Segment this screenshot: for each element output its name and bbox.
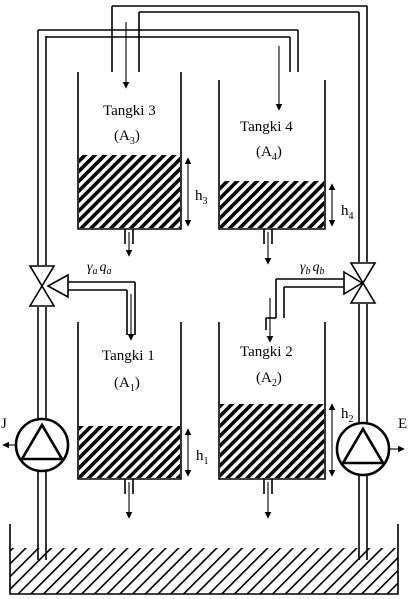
left-supply-pipe xyxy=(37,29,299,560)
valve-a xyxy=(28,265,136,341)
right-supply-pipe xyxy=(111,5,368,560)
pump-left-label: J xyxy=(1,416,7,432)
tank-1-level: h1 xyxy=(196,448,209,467)
reservoir xyxy=(9,524,399,595)
tank-3: Tangki 3 (A3) h3 xyxy=(77,72,208,257)
pump-right: E xyxy=(335,416,407,477)
tank-3-level: h3 xyxy=(195,188,208,207)
pump-right-label: E xyxy=(398,416,407,432)
pump-left: J xyxy=(1,416,70,473)
tank-3-area: (A3) xyxy=(114,128,140,147)
valve-b-label: γb qb xyxy=(300,260,325,277)
tank-1-area: (A1) xyxy=(114,375,140,394)
tank-2: Tangki 2 (A2) h2 xyxy=(218,322,354,519)
tank-4-name: Tangki 4 xyxy=(240,119,293,135)
tank-3-name: Tangki 3 xyxy=(103,103,156,119)
tank-4-level: h4 xyxy=(341,203,354,222)
tank-2-level: h2 xyxy=(341,406,354,425)
tank-2-name: Tangki 2 xyxy=(240,344,293,360)
tank-1: Tangki 1 (A1) h1 xyxy=(77,322,209,519)
tank-4: Tangki 4 (A4) h4 xyxy=(218,80,354,265)
valve-a-label: γa qa xyxy=(87,260,112,277)
valve-b xyxy=(265,262,377,343)
inlet-arrows-top xyxy=(122,22,283,111)
tank-4-area: (A4) xyxy=(256,144,282,163)
tank-2-area: (A2) xyxy=(256,370,282,389)
tank-1-name: Tangki 1 xyxy=(102,348,155,364)
